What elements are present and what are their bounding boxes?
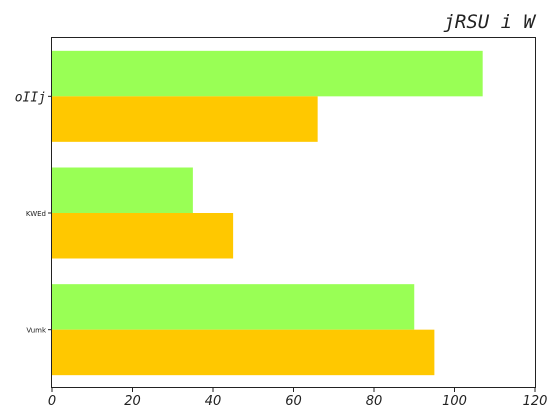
bars-layer [52,50,483,376]
bar-KWEd-series-2 [52,213,234,259]
x-tick-label: 40 [205,394,222,409]
x-tick-label: 100 [442,394,467,409]
x-tick-label: 60 [285,394,302,409]
y-category-label: Vumk [26,327,47,335]
bar-oIIj-series-2 [52,96,318,142]
bar-Vumk-series-1 [52,284,415,330]
x-tick-label: 120 [523,394,548,409]
bar-KWEd-series-1 [52,167,193,213]
y-category-label: KWEd [26,210,46,218]
bar-oIIj-series-1 [52,50,483,97]
x-tick-label: 0 [48,394,56,409]
x-tick-label: 80 [366,394,383,409]
x-axis-ticks: 0 20 40 60 80 100 120 [48,388,548,409]
chart-title: jRSU i W [443,11,536,33]
y-category-label: oIIj [15,90,46,105]
x-tick-label: 20 [124,394,141,409]
y-axis-ticks: oIIj KWEd Vumk [15,90,52,335]
bar-Vumk-series-2 [52,329,435,376]
